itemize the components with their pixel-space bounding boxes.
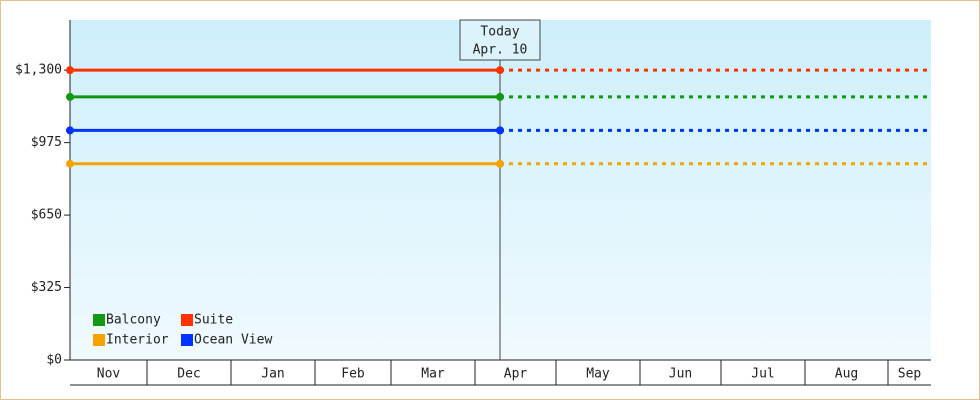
legend-swatch	[181, 314, 193, 326]
legend-label: Interior	[106, 333, 169, 348]
point	[66, 126, 74, 135]
y-tick-label: $0	[46, 353, 62, 368]
point	[496, 126, 504, 135]
y-tick-label: $650	[31, 208, 62, 223]
x-tick-label: Jan	[261, 367, 284, 382]
x-tick-label: Nov	[97, 367, 121, 382]
point	[66, 92, 74, 101]
legend-swatch	[181, 334, 193, 346]
y-tick-label: $975	[31, 135, 62, 150]
today-box	[459, 19, 541, 61]
point	[66, 159, 74, 168]
legend-label: Balcony	[106, 313, 161, 328]
x-tick-label: May	[586, 367, 610, 382]
legend-swatch	[93, 334, 105, 346]
today-label: Today	[480, 25, 519, 40]
legend-swatch	[93, 314, 105, 326]
legend-label: Ocean View	[194, 333, 272, 348]
y-tick-label: $325	[31, 280, 62, 295]
x-tick-label: Dec	[177, 367, 200, 382]
point	[496, 92, 504, 101]
x-tick-label: Apr	[504, 367, 528, 382]
x-tick-label: Aug	[835, 367, 858, 382]
x-tick-label: Feb	[341, 367, 365, 382]
point	[66, 66, 74, 75]
y-tick-label: $1,300	[15, 63, 62, 78]
x-tick-label: Mar	[421, 367, 445, 382]
x-tick-label: Jul	[751, 367, 774, 382]
today-date: Apr. 10	[473, 43, 528, 58]
point	[496, 66, 504, 75]
legend-label: Suite	[194, 313, 233, 328]
x-tick-label: Sep	[898, 367, 922, 382]
x-tick-label: Jun	[669, 367, 692, 382]
point	[496, 159, 504, 168]
